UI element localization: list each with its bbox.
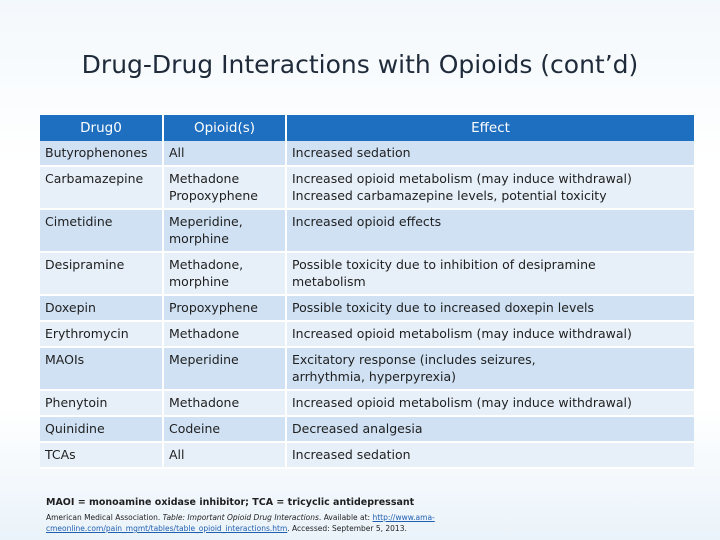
source-citation: American Medical Association. Table: Imp… [46,512,466,534]
interactions-table: Drug0 Opioid(s) Effect Butyrophenones All… [40,115,694,469]
cell-opioids: Propoxyphene [163,295,287,322]
table-row: MAOIs Meperidine Excitatory response (incl… [40,347,694,391]
cell-opioids: Methadone [163,321,287,348]
cell-effect: Increased opioid metabolism (may induce … [286,166,694,210]
cell-drug: Doxepin [40,295,164,322]
cell-effect: Decreased analgesia [286,416,694,443]
cell-drug: Carbamazepine [40,166,164,210]
abbreviation-footnote: MAOI = monoamine oxidase inhibitor; TCA … [46,497,415,508]
table-row: Butyrophenones All Increased sedation [40,141,694,167]
cell-effect: Possible toxicity due to increased doxep… [286,295,694,322]
table-row: TCAs All Increased sedation [40,442,694,469]
cell-drug: MAOIs [40,347,164,391]
source-middle: . Available at: [318,513,373,522]
cell-effect: Increased sedation [286,442,694,469]
source-title: Table: Important Opioid Drug Interaction… [162,513,319,522]
header-effect: Effect [286,115,694,141]
cell-drug: Phenytoin [40,390,164,417]
cell-effect: Increased sedation [286,141,694,167]
source-suffix: . Accessed: September 5, 2013. [287,524,407,533]
cell-effect: Possible toxicity due to inhibition of d… [286,252,694,296]
cell-effect: Increased opioid metabolism (may induce … [286,390,694,417]
cell-opioids: All [163,442,287,469]
cell-opioids: Methadone Propoxyphene [163,166,287,210]
cell-opioids: Methadone, morphine [163,252,287,296]
source-link[interactable]: http://www.ama-cmeonline.com/pain_mgmt/t… [46,513,435,533]
table-row: Doxepin Propoxyphene Possible toxicity due… [40,295,694,322]
header-opioids: Opioid(s) [163,115,287,141]
cell-opioids: Meperidine, morphine [163,209,287,253]
cell-effect: Increased opioid effects [286,209,694,253]
slide-title: Drug-Drug Interactions with Opioids (con… [81,50,639,79]
cell-opioids: Methadone [163,390,287,417]
table-row: Desipramine Methadone, morphine Possible to… [40,252,694,296]
cell-opioids: All [163,141,287,167]
table-row: Phenytoin Methadone Increased opioid metab… [40,390,694,417]
table-row: Carbamazepine Methadone Propoxyphene Increa… [40,166,694,210]
table-row: Cimetidine Meperidine, morphine Increased o… [40,209,694,253]
cell-drug: TCAs [40,442,164,469]
table-row: Quinidine Codeine Decreased analgesia [40,416,694,443]
cell-effect: Increased opioid metabolism (may induce … [286,321,694,348]
cell-drug: Desipramine [40,252,164,296]
cell-drug: Butyrophenones [40,141,164,167]
cell-opioids: Codeine [163,416,287,443]
source-prefix: American Medical Association. [46,513,163,522]
cell-drug: Erythromycin [40,321,164,348]
table-row: Erythromycin Methadone Increased opioid me… [40,321,694,348]
cell-drug: Cimetidine [40,209,164,253]
table-body: Butyrophenones All Increased sedation Carba… [40,141,694,469]
table-header-row: Drug0 Opioid(s) Effect [40,115,694,141]
cell-opioids: Meperidine [163,347,287,391]
header-drug: Drug0 [40,115,164,141]
cell-effect: Excitatory response (includes seizures, a… [286,347,694,391]
cell-drug: Quinidine [40,416,164,443]
